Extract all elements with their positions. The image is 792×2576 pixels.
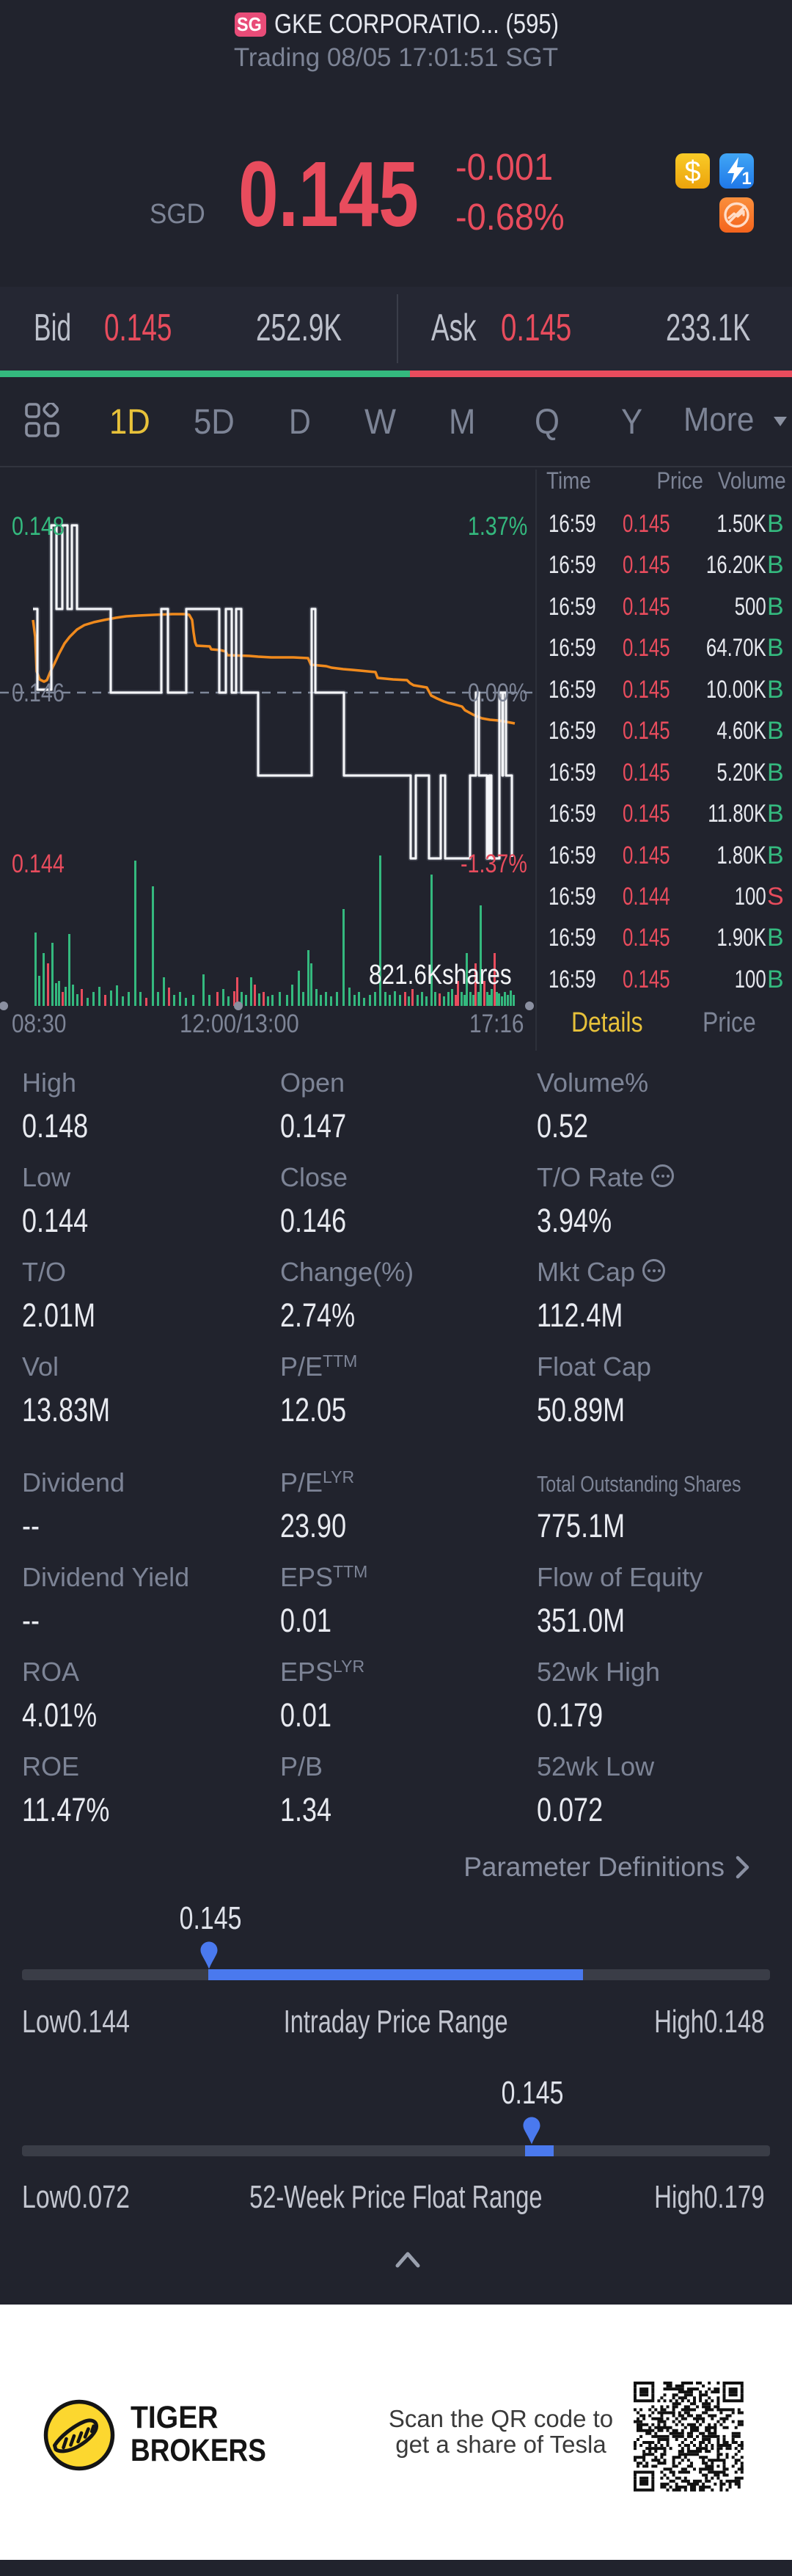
svg-text:$: $ xyxy=(684,156,700,188)
svg-text:1: 1 xyxy=(741,169,751,189)
